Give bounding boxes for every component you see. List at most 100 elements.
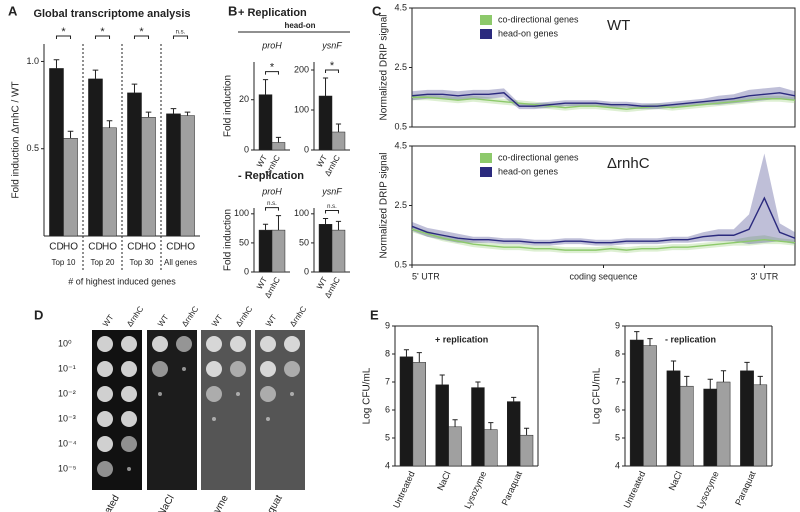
bar xyxy=(679,385,694,467)
y-axis-label: Fold induction ΔrnhC / WT xyxy=(11,81,22,198)
chart-title: + replication xyxy=(435,334,488,344)
y-axis-label: Fold induction xyxy=(223,209,234,271)
legend-label: co-directional genes xyxy=(498,152,579,162)
x-tick-label: coding sequence xyxy=(569,271,637,281)
y-tick-label: 5 xyxy=(615,432,620,442)
significance-label: n.s. xyxy=(176,30,186,36)
bar xyxy=(180,115,195,237)
bar xyxy=(629,339,644,467)
category-label: Lysozyme xyxy=(462,470,488,511)
dilution-label: 10⁻³ xyxy=(58,413,76,423)
dilution-label: 10⁰ xyxy=(58,338,72,348)
series-label: CD xyxy=(127,242,141,253)
panel-letter: A xyxy=(8,3,18,18)
colony-spot xyxy=(121,336,137,352)
y-tick-label: 50 xyxy=(239,237,249,247)
series-label: HO xyxy=(102,242,117,253)
y-tick-label: 4.5 xyxy=(394,2,407,12)
error-bar xyxy=(335,123,342,132)
y-tick-label: 0.5 xyxy=(394,121,407,131)
category-label: Untreated xyxy=(622,470,648,510)
error-bar xyxy=(707,378,713,389)
dilution-label: 10⁻⁴ xyxy=(58,438,77,448)
colony-spot xyxy=(236,392,240,396)
colony-spot xyxy=(97,361,113,377)
y-tick-label: 100 xyxy=(294,208,309,218)
colony-spot xyxy=(182,367,186,371)
plate xyxy=(255,330,305,490)
bar xyxy=(318,224,333,273)
error-bar xyxy=(475,381,481,388)
colony-spot xyxy=(206,386,222,402)
legend-label: co-directional genes xyxy=(498,14,579,24)
y-tick-label: 7 xyxy=(385,376,390,386)
bar xyxy=(753,384,768,467)
panel-letter: E xyxy=(370,307,379,322)
bar xyxy=(703,388,718,467)
chart-title: WT xyxy=(607,17,630,34)
y-tick-label: 200 xyxy=(294,64,309,74)
error-bar xyxy=(275,136,282,143)
category-label: Lysozyme xyxy=(695,470,721,511)
error-bar xyxy=(511,396,517,402)
significance-bracket xyxy=(55,35,72,39)
colony-spot xyxy=(121,386,137,402)
colony-spot xyxy=(206,336,222,352)
y-tick-label: 8 xyxy=(385,348,390,358)
bar xyxy=(484,429,498,467)
gene-label: proH xyxy=(261,40,282,50)
y-tick-label: 1.0 xyxy=(26,56,39,66)
category-label: Paraquat xyxy=(500,469,525,507)
bar xyxy=(166,113,181,237)
colony-spot xyxy=(97,336,113,352)
series-label: HO xyxy=(63,242,78,253)
category-label: Untreated xyxy=(391,470,417,510)
strain-label: ΔrnhC xyxy=(288,304,309,328)
x-tick-label: 5' UTR xyxy=(412,271,440,281)
significance-label: * xyxy=(139,26,144,38)
y-tick-label: 0 xyxy=(244,144,249,154)
chart-title: ΔrnhC xyxy=(607,155,650,172)
colony-spot xyxy=(121,361,137,377)
line xyxy=(411,196,796,244)
y-tick-label: 0 xyxy=(304,144,309,154)
error-bar xyxy=(262,223,269,231)
y-tick-label: 0.5 xyxy=(26,143,39,153)
x-axis-label: # of highest induced genes xyxy=(68,276,176,286)
significance-label: * xyxy=(270,62,275,74)
error-bar xyxy=(335,220,342,231)
colony-spot xyxy=(212,417,216,421)
error-bar xyxy=(131,83,138,93)
category-label: Top 20 xyxy=(90,258,115,267)
series-label: CD xyxy=(88,242,102,253)
significance-bracket xyxy=(265,207,279,211)
legend-swatch xyxy=(480,153,492,163)
error-band xyxy=(412,86,795,110)
y-tick-label: 0.5 xyxy=(394,259,407,269)
dilution-label: 10⁻² xyxy=(58,388,76,398)
bar xyxy=(102,127,117,237)
condition-label: Untreated xyxy=(90,493,121,512)
y-tick-label: 100 xyxy=(234,208,249,218)
y-tick-label: 5 xyxy=(385,432,390,442)
error-bar xyxy=(67,130,74,139)
error-bar xyxy=(452,419,458,427)
error-bar xyxy=(322,77,329,96)
bar xyxy=(318,95,333,151)
y-tick-label: 0 xyxy=(244,266,249,276)
group-title: + Replication xyxy=(238,7,307,19)
strain-label: ΔrnhC xyxy=(180,304,201,328)
bar xyxy=(448,426,462,467)
significance-bracket xyxy=(172,35,189,39)
colony-spot xyxy=(230,361,246,377)
colony-spot xyxy=(230,336,246,352)
strain-label: WT xyxy=(101,313,116,328)
error-bar xyxy=(670,360,677,371)
condition-label: Paraquat xyxy=(255,493,285,512)
y-tick-label: 2.5 xyxy=(394,200,407,210)
bar xyxy=(643,345,657,467)
y-tick-label: 4.5 xyxy=(394,140,407,150)
strain-label: WT xyxy=(264,313,279,328)
colony-spot xyxy=(152,336,168,352)
